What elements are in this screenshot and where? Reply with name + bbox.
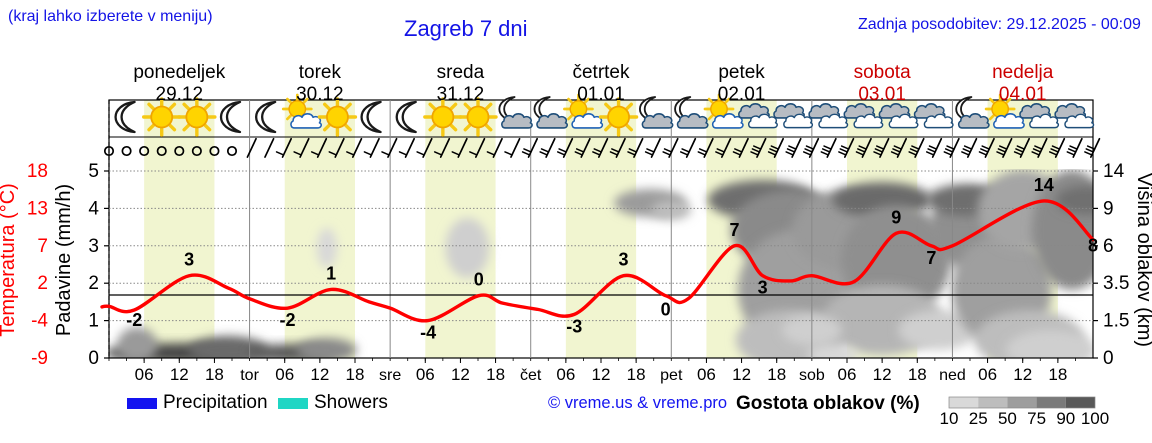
- svg-text:25: 25: [969, 409, 988, 428]
- svg-text:1: 1: [88, 311, 99, 332]
- svg-text:06: 06: [135, 365, 154, 384]
- svg-text:Padavine (mm/h): Padavine (mm/h): [53, 184, 75, 336]
- svg-text:tor: tor: [240, 367, 259, 384]
- svg-text:12: 12: [310, 365, 329, 384]
- svg-text:50: 50: [998, 409, 1017, 428]
- svg-text:14: 14: [1103, 161, 1125, 182]
- svg-text:06: 06: [416, 365, 435, 384]
- svg-text:3: 3: [88, 236, 99, 257]
- svg-text:sre: sre: [379, 367, 401, 384]
- svg-text:100: 100: [1081, 409, 1109, 428]
- svg-text:3: 3: [184, 250, 194, 270]
- svg-text:1.5: 1.5: [1103, 311, 1129, 332]
- svg-text:Precipitation: Precipitation: [163, 392, 268, 413]
- svg-text:06: 06: [838, 365, 857, 384]
- svg-text:-4: -4: [31, 311, 48, 332]
- svg-text:12: 12: [592, 365, 611, 384]
- svg-text:06: 06: [978, 365, 997, 384]
- svg-text:18: 18: [205, 365, 224, 384]
- svg-text:0: 0: [1103, 348, 1114, 369]
- svg-text:9: 9: [891, 207, 901, 227]
- svg-text:8: 8: [1088, 236, 1098, 256]
- svg-text:18: 18: [908, 365, 927, 384]
- svg-text:3: 3: [758, 278, 768, 298]
- svg-text:06: 06: [556, 365, 575, 384]
- svg-text:12: 12: [732, 365, 751, 384]
- svg-text:7: 7: [926, 248, 936, 268]
- svg-text:© vreme.us & vreme.pro: © vreme.us & vreme.pro: [548, 394, 727, 412]
- svg-text:4: 4: [88, 198, 99, 219]
- svg-text:90: 90: [1056, 409, 1075, 428]
- svg-text:6: 6: [1103, 236, 1114, 257]
- svg-text:18: 18: [627, 365, 646, 384]
- svg-text:2: 2: [37, 273, 48, 294]
- svg-text:Višina oblakov (km): Višina oblakov (km): [1133, 173, 1152, 347]
- svg-text:sob: sob: [799, 367, 825, 384]
- svg-text:1: 1: [326, 263, 336, 283]
- svg-text:-2: -2: [126, 310, 142, 330]
- svg-text:0: 0: [474, 270, 484, 290]
- svg-text:0: 0: [88, 348, 99, 369]
- svg-text:06: 06: [275, 365, 294, 384]
- svg-text:čet: čet: [520, 367, 542, 384]
- svg-text:3: 3: [618, 250, 628, 270]
- svg-text:5: 5: [88, 161, 99, 182]
- svg-text:-9: -9: [31, 348, 48, 369]
- svg-text:7: 7: [37, 236, 48, 257]
- svg-text:3.5: 3.5: [1103, 273, 1129, 294]
- svg-text:-3: -3: [566, 316, 582, 336]
- svg-text:12: 12: [451, 365, 470, 384]
- svg-text:13: 13: [27, 198, 48, 219]
- svg-text:18: 18: [27, 161, 48, 182]
- svg-text:Temperatura (°C): Temperatura (°C): [0, 183, 19, 337]
- svg-text:18: 18: [1048, 365, 1067, 384]
- svg-text:14: 14: [1034, 175, 1054, 195]
- svg-text:9: 9: [1103, 198, 1114, 219]
- svg-text:75: 75: [1027, 409, 1046, 428]
- svg-text:-4: -4: [420, 323, 436, 343]
- svg-text:12: 12: [170, 365, 189, 384]
- svg-text:12: 12: [873, 365, 892, 384]
- svg-text:18: 18: [767, 365, 786, 384]
- svg-text:18: 18: [486, 365, 505, 384]
- svg-text:-2: -2: [280, 310, 296, 330]
- svg-text:Gostota oblakov (%): Gostota oblakov (%): [736, 393, 920, 414]
- svg-text:0: 0: [661, 300, 671, 320]
- svg-text:06: 06: [697, 365, 716, 384]
- svg-text:12: 12: [1013, 365, 1032, 384]
- svg-text:Showers: Showers: [314, 392, 388, 413]
- svg-text:10: 10: [940, 409, 959, 428]
- svg-text:7: 7: [730, 220, 740, 240]
- svg-text:ned: ned: [939, 367, 966, 384]
- svg-text:pet: pet: [660, 367, 683, 384]
- svg-text:18: 18: [346, 365, 365, 384]
- svg-text:2: 2: [88, 273, 99, 294]
